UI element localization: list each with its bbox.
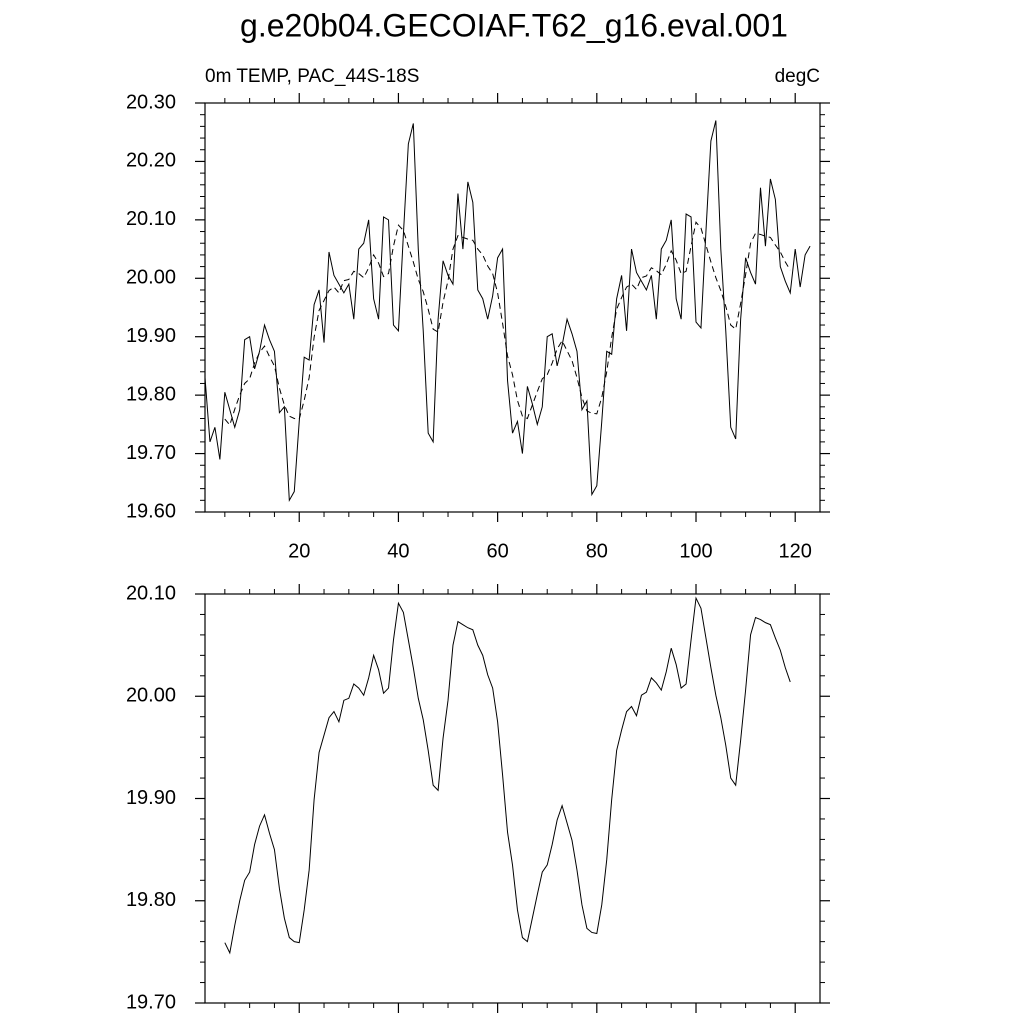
chart-title: g.e20b04.GECOIAF.T62_g16.eval.001 <box>240 7 788 43</box>
plot-frame <box>204 102 821 513</box>
y-tick-label: 19.60 <box>126 500 176 522</box>
plot-frame <box>204 593 821 1004</box>
y-tick-label: 20.00 <box>126 685 176 707</box>
x-tick-label: 120 <box>779 540 812 562</box>
y-tick-label: 19.90 <box>126 787 176 809</box>
data-line <box>204 120 811 503</box>
data-line <box>224 596 791 955</box>
x-tick-label: 40 <box>387 540 409 562</box>
x-tick-label: 100 <box>679 540 712 562</box>
x-tick-label: 80 <box>586 540 608 562</box>
y-tick-label: 19.80 <box>126 889 176 911</box>
y-tick-label: 20.10 <box>126 208 176 230</box>
x-tick-label: 20 <box>288 540 310 562</box>
y-tick-label: 20.30 <box>126 91 176 113</box>
y-tick-label: 20.10 <box>126 582 176 604</box>
y-tick-label: 19.90 <box>126 325 176 347</box>
data-line <box>224 221 791 426</box>
y-tick-label: 20.00 <box>126 267 176 289</box>
x-tick-label: 60 <box>486 540 508 562</box>
y-tick-label: 19.70 <box>126 991 176 1013</box>
y-tick-label: 19.70 <box>126 442 176 464</box>
subtitle: 0m TEMP, PAC_44S-18S <box>205 66 419 87</box>
y-tick-label: 20.20 <box>126 150 176 172</box>
units: degC <box>775 66 820 87</box>
y-tick-label: 19.80 <box>126 383 176 405</box>
